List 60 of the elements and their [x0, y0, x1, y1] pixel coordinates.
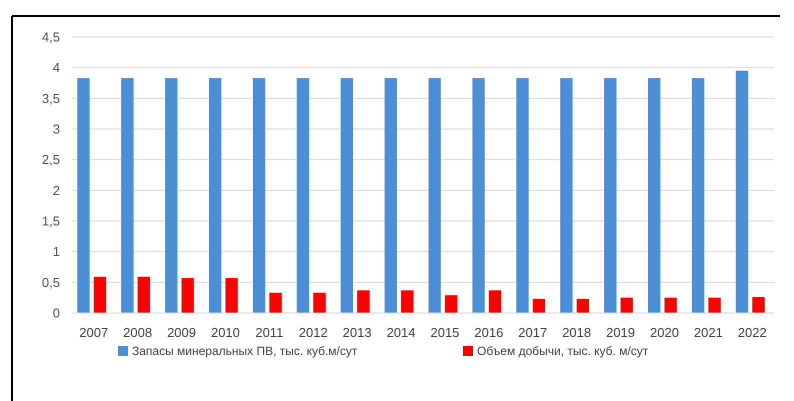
bar — [77, 78, 90, 313]
x-tick-label: 2008 — [123, 325, 152, 340]
bar — [532, 298, 546, 313]
bar — [472, 78, 485, 313]
x-tick-label: 2013 — [342, 325, 372, 340]
bar — [384, 78, 397, 313]
y-tick-label: 0,5 — [42, 274, 60, 290]
bar — [165, 78, 178, 313]
bar — [269, 292, 282, 313]
bar — [138, 276, 150, 313]
legend-label: Запасы минеральных ПВ, тыс. куб.м/сут — [132, 344, 358, 358]
y-tick-label: 2,5 — [42, 152, 60, 168]
bar — [620, 298, 633, 313]
x-tick-label: 2019 — [606, 325, 636, 340]
bar — [692, 78, 704, 313]
bar — [560, 78, 573, 313]
y-tick-label: 1,5 — [42, 214, 60, 229]
x-tick-label: 2021 — [694, 325, 723, 340]
bar — [340, 78, 354, 313]
y-tick-label: 4 — [52, 60, 60, 76]
x-tick-label: 2009 — [167, 325, 196, 340]
bar — [182, 278, 194, 313]
bar — [208, 78, 222, 313]
x-tick-label: 2012 — [298, 325, 328, 340]
bar — [516, 78, 529, 313]
bar — [313, 292, 326, 313]
legend-label: Объем добычи, тыс. куб. м/сут — [477, 344, 649, 358]
x-tick-label: 2010 — [210, 325, 240, 340]
bar — [664, 298, 677, 313]
y-tick-label: 2 — [52, 182, 60, 198]
x-tick-label: 2018 — [562, 325, 592, 340]
x-tick-label: 2017 — [518, 325, 548, 340]
x-tick-label: 2007 — [79, 325, 108, 340]
bar — [401, 290, 414, 313]
bar — [252, 78, 266, 313]
bar — [225, 278, 238, 313]
bar — [604, 78, 616, 313]
bar — [428, 78, 441, 313]
y-tick-label: 3,5 — [42, 90, 60, 106]
bar — [648, 78, 660, 313]
bar — [736, 70, 748, 313]
x-tick-label: 2011 — [255, 325, 284, 340]
x-tick-label: 2016 — [474, 325, 504, 340]
x-tick-label: 2014 — [386, 325, 416, 340]
x-tick-label: 2022 — [738, 325, 767, 340]
bar — [121, 78, 134, 313]
bar — [296, 78, 310, 313]
x-tick-label: 2020 — [650, 325, 679, 340]
bar — [576, 298, 590, 313]
y-tick-label: 4,5 — [42, 30, 60, 45]
bar — [357, 290, 370, 313]
bar — [488, 290, 502, 313]
bar — [444, 295, 458, 313]
bar — [752, 297, 765, 313]
bar — [708, 298, 721, 313]
y-tick-label: 1 — [52, 244, 60, 260]
y-tick-label: 3 — [52, 122, 60, 137]
x-tick-label: 2015 — [430, 325, 460, 340]
bar — [94, 276, 106, 313]
y-tick-label: 0 — [52, 306, 60, 321]
